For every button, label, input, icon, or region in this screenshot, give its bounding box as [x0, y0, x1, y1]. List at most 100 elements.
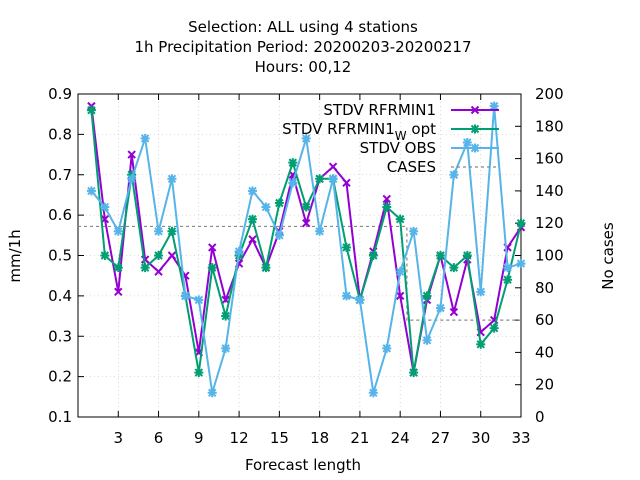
data-point: [113, 226, 123, 236]
data-point: [489, 101, 499, 111]
data-point: [368, 388, 378, 398]
x-tick-label: 27: [431, 429, 450, 447]
data-point: [503, 275, 513, 285]
data-point: [288, 158, 298, 168]
data-point: [395, 214, 405, 224]
series-line: [90, 105, 522, 373]
legend-label-subscript: W: [395, 129, 407, 143]
y2-tick-label: 180: [535, 117, 564, 135]
series-line: [90, 106, 522, 394]
x-axis-ticks: 3 6 9 12 15 18 21 24 27 30 33: [113, 94, 531, 447]
data-point: [288, 178, 298, 188]
data-point: [221, 343, 231, 353]
data-point-stroke: [395, 291, 405, 301]
legend-entry: STDV RFRMIN1: [323, 101, 499, 119]
data-point-stroke: [248, 235, 257, 244]
data-point-stroke: [127, 150, 136, 159]
legend-label-suffix: opt: [407, 120, 436, 138]
data-point: [328, 174, 338, 184]
data-point-stroke: [140, 255, 150, 264]
data-point: [208, 243, 217, 252]
x-tick-label: 33: [511, 429, 530, 447]
data-point: [409, 226, 419, 236]
data-point: [382, 194, 391, 204]
y-axis-ticks: 0.1 0.2 0.3 0.4 0.5 0.6 0.7 0.8 0.9: [48, 85, 84, 426]
data-point: [248, 186, 258, 196]
data-point: [154, 226, 164, 236]
legend-label: CASES: [387, 158, 436, 176]
legend-label: STDV OBS: [360, 139, 436, 157]
data-point: [382, 343, 392, 353]
legend-label: STDV RFRMIN1: [323, 101, 436, 119]
data-point: [449, 170, 459, 180]
y-tick-label: 0.5: [48, 247, 72, 265]
data-point-stroke: [328, 162, 338, 171]
x-tick-label: 3: [113, 429, 123, 447]
data-point: [435, 303, 445, 313]
x-tick-label: 21: [350, 429, 369, 447]
data-point: [207, 388, 217, 398]
data-point: [194, 368, 204, 378]
data-point: [342, 178, 351, 188]
data-point: [315, 226, 325, 236]
title-line-1: Selection: ALL using 4 stations: [188, 18, 418, 36]
data-point-stroke: [208, 243, 217, 252]
data-point: [395, 267, 405, 277]
data-point: [395, 291, 405, 301]
y2-axis-ticks: 0 20 40 60 80 100 120 140 160 180 200: [515, 85, 564, 426]
data-point: [127, 174, 137, 184]
data-point: [341, 242, 351, 252]
series-line: [90, 110, 522, 373]
data-point: [114, 287, 123, 297]
data-point-stroke: [342, 178, 351, 188]
y2-tick-label: 20: [535, 376, 554, 394]
data-point: [302, 218, 311, 228]
data-point: [167, 226, 177, 236]
data-point: [154, 251, 164, 260]
y-axis-label: mm/1h: [6, 229, 24, 282]
data-point: [274, 198, 284, 208]
data-point: [435, 251, 445, 260]
data-point-stroke: [302, 218, 311, 228]
y-tick-label: 0.9: [48, 85, 72, 103]
series-1: [86, 105, 526, 378]
y2-tick-label: 80: [535, 279, 554, 297]
y2-tick-label: 120: [535, 214, 564, 232]
y2-tick-label: 200: [535, 85, 564, 103]
y2-tick-label: 0: [535, 408, 545, 426]
data-point: [328, 162, 338, 171]
data-point: [315, 174, 325, 184]
data-point: [221, 311, 231, 321]
y-tick-label: 0.1: [48, 408, 72, 426]
data-point: [503, 263, 513, 273]
y2-tick-label: 160: [535, 150, 564, 168]
data-point: [489, 323, 499, 333]
series-layer: [78, 101, 526, 398]
data-point: [274, 230, 284, 240]
data-point: [261, 263, 271, 273]
data-point: [167, 174, 177, 184]
data-point-stroke: [221, 295, 230, 305]
data-point: [341, 291, 351, 301]
data-point: [127, 150, 136, 159]
data-point: [476, 287, 486, 297]
data-point: [382, 202, 392, 212]
y-tick-label: 0.3: [48, 327, 72, 345]
data-point: [368, 251, 378, 260]
data-point: [516, 218, 526, 228]
data-point: [449, 263, 459, 273]
data-point: [516, 259, 526, 269]
y-tick-label: 0.8: [48, 125, 72, 143]
data-point: [462, 251, 472, 260]
data-point: [113, 263, 123, 273]
data-point: [301, 202, 311, 212]
y2-tick-label: 100: [535, 247, 564, 265]
y2-tick-label: 60: [535, 311, 554, 329]
data-point: [301, 133, 311, 143]
data-point: [449, 307, 459, 317]
x-tick-label: 30: [471, 429, 490, 447]
data-point: [86, 105, 96, 115]
x-tick-label: 24: [391, 429, 410, 447]
chart-title: Selection: ALL using 4 stations 1h Preci…: [134, 18, 471, 76]
data-point-stroke: [114, 287, 123, 297]
